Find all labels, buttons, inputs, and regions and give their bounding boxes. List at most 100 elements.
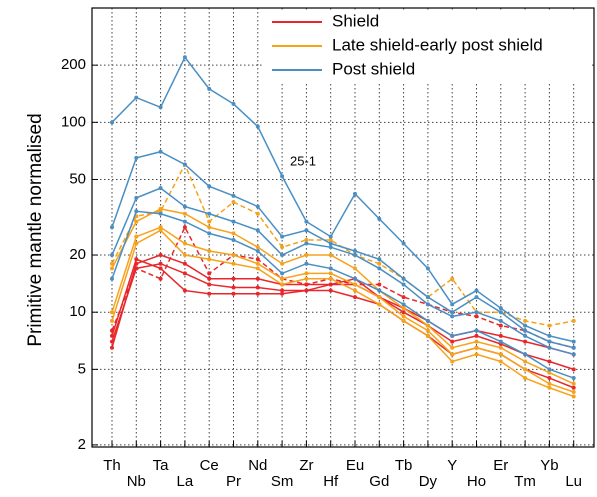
data-point: [134, 95, 139, 100]
data-point: [523, 328, 528, 333]
data-point: [353, 288, 357, 293]
data-point: [304, 228, 309, 233]
data-point: [110, 328, 114, 333]
data-point: [207, 291, 212, 296]
data-point: [280, 174, 285, 179]
data-point: [182, 241, 187, 246]
data-point: [134, 209, 139, 214]
data-point: [134, 266, 139, 271]
data-point: [134, 257, 139, 262]
data-point: [571, 394, 576, 399]
legend-label: Late shield-early post shield: [332, 35, 543, 54]
x-tick-label: Dy: [419, 473, 438, 490]
data-point: [401, 302, 406, 307]
data-point: [328, 288, 333, 293]
data-point: [280, 271, 285, 276]
data-point: [231, 261, 236, 266]
data-point: [231, 285, 236, 290]
data-point: [547, 367, 552, 372]
data-point: [231, 276, 236, 281]
data-point: [304, 241, 309, 246]
data-point: [182, 162, 187, 167]
x-tick-label: Th: [103, 457, 121, 474]
data-point: [255, 245, 260, 250]
data-point: [231, 231, 236, 236]
data-point: [207, 249, 212, 254]
data-point: [571, 389, 576, 394]
x-tick-label: Zr: [299, 457, 313, 474]
data-point: [377, 302, 382, 307]
data-point: [401, 282, 406, 287]
series-line: [111, 208, 575, 385]
data-point: [401, 295, 406, 300]
data-point: [377, 288, 382, 293]
data-point: [547, 381, 552, 386]
data-point: [280, 234, 285, 239]
data-point: [523, 339, 528, 344]
x-tick-label: Tb: [395, 457, 413, 474]
data-point: [158, 149, 163, 154]
data-point: [523, 352, 528, 357]
data-point: [450, 302, 455, 307]
data-point: [231, 291, 236, 296]
data-point: [255, 261, 260, 266]
data-point: [110, 318, 114, 323]
data-point: [134, 234, 139, 239]
data-point: [182, 211, 187, 216]
data-point: [134, 195, 139, 200]
x-tick-label: Tm: [514, 473, 536, 490]
data-point: [110, 225, 114, 230]
data-point: [134, 219, 139, 224]
data-point: [474, 333, 479, 338]
data-point: [571, 318, 576, 323]
data-point: [401, 276, 406, 281]
y-tick-label: 10: [69, 303, 86, 320]
data-point: [110, 253, 114, 258]
data-point: [498, 345, 503, 350]
legend-label: Shield: [332, 11, 379, 30]
data-point: [110, 276, 114, 281]
data-point: [571, 352, 576, 357]
data-point: [547, 333, 552, 338]
data-point: [450, 314, 455, 319]
data-point: [425, 318, 430, 323]
data-point: [571, 367, 576, 372]
x-tick-label: Eu: [346, 457, 364, 474]
data-point: [304, 282, 309, 287]
data-point: [328, 234, 333, 239]
data-point: [425, 302, 430, 307]
data-point: [255, 228, 260, 233]
data-point: [328, 238, 333, 243]
x-tick-label: Y: [447, 457, 457, 474]
data-point: [328, 245, 333, 250]
data-point: [304, 219, 309, 224]
x-tick-label: Ce: [200, 457, 219, 474]
data-point: [255, 257, 260, 262]
y-axis-label: Primitive mantle normalised: [25, 113, 46, 346]
data-point: [401, 310, 406, 315]
x-tick-label: Nb: [127, 473, 146, 490]
legend-label: Post shield: [332, 59, 415, 78]
data-point: [353, 276, 357, 281]
x-tick-label: Ta: [153, 457, 170, 474]
data-point: [450, 339, 455, 344]
data-point: [571, 345, 576, 350]
data-point: [328, 271, 333, 276]
data-point: [182, 204, 187, 209]
data-point: [425, 266, 430, 271]
data-point: [182, 225, 187, 230]
data-point: [231, 200, 236, 205]
data-point: [207, 211, 212, 216]
data-point: [571, 376, 576, 381]
data-point: [110, 261, 114, 266]
data-point: [328, 282, 333, 287]
data-point: [280, 291, 285, 296]
data-point: [401, 306, 406, 311]
data-point: [474, 314, 479, 319]
data-point: [498, 352, 503, 357]
data-point: [353, 253, 357, 258]
series-line: [111, 162, 574, 327]
x-tick-label: Yb: [540, 457, 558, 474]
data-point: [158, 253, 163, 258]
data-point: [110, 345, 114, 350]
